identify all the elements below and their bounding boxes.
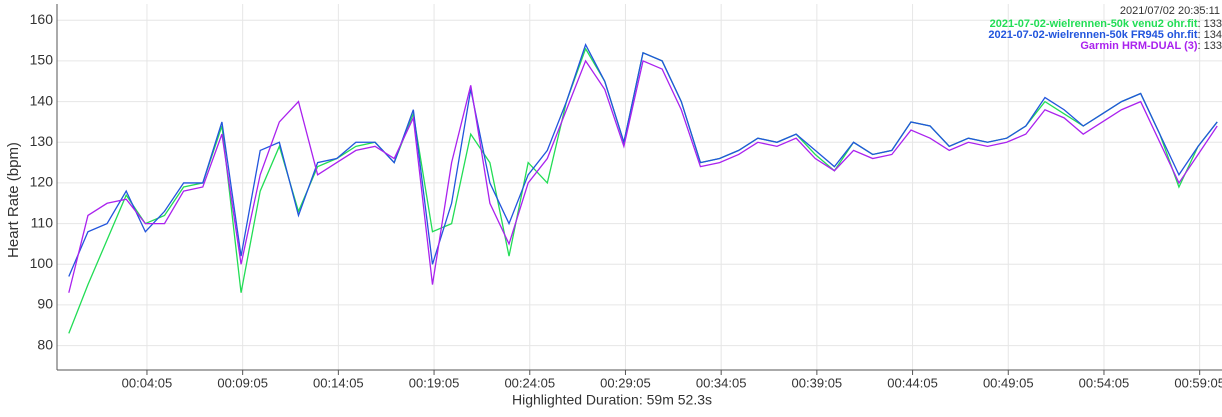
legend-entry: Garmin HRM-DUAL (3): 133 — [1080, 40, 1222, 52]
legend-sep: : — [1198, 18, 1204, 30]
x-axis-label: Highlighted Duration: 59m 52.3s — [512, 392, 712, 408]
y-tick-label: 80 — [37, 336, 53, 352]
x-tick-label: 00:54:05 — [1079, 375, 1130, 390]
x-tick-label: 00:44:05 — [887, 375, 938, 390]
legend-entry: 2021-07-02-wielrennen-50k FR945 ohr.fit:… — [988, 29, 1222, 41]
x-tick-label: 00:24:05 — [504, 375, 555, 390]
y-tick-label: 100 — [30, 255, 54, 271]
x-tick-label: 00:04:05 — [122, 375, 173, 390]
legend-name: 2021-07-02-wielrennen-50k venu2 ohr.fit — [990, 18, 1198, 30]
legend-value: 133 — [1204, 18, 1222, 30]
legend-name: Garmin HRM-DUAL (3) — [1080, 40, 1197, 52]
y-tick-label: 160 — [30, 11, 54, 27]
legend-sep: : — [1198, 29, 1204, 41]
series-line — [68, 47, 1218, 334]
legend-value: 133 — [1204, 40, 1222, 52]
y-tick-label: 90 — [37, 296, 53, 312]
x-tick-label: 00:49:05 — [983, 375, 1034, 390]
x-tick-label: 00:29:05 — [600, 375, 651, 390]
y-tick-label: 120 — [30, 174, 54, 190]
x-tick-label: 00:09:05 — [217, 375, 268, 390]
series-line — [68, 43, 1218, 277]
x-tick-label: 00:14:05 — [313, 375, 364, 390]
legend-name: 2021-07-02-wielrennen-50k FR945 ohr.fit — [988, 29, 1197, 41]
x-tick-label: 00:34:05 — [696, 375, 747, 390]
y-tick-label: 110 — [31, 214, 54, 230]
cursor-time: 2021/07/02 20:35:11 — [1120, 5, 1220, 17]
series-line — [68, 59, 1218, 293]
x-tick-label: 00:19:05 — [409, 375, 460, 390]
legend-value: 134 — [1204, 29, 1222, 41]
legend-entry: 2021-07-02-wielrennen-50k venu2 ohr.fit:… — [990, 18, 1222, 30]
y-tick-label: 150 — [30, 52, 54, 68]
x-tick-label: 00:39:05 — [792, 375, 843, 390]
legend-sep: : — [1198, 40, 1204, 52]
y-axis-label: Heart Rate (bpm) — [5, 142, 22, 258]
x-tick-label: 00:59:05 — [1174, 375, 1222, 390]
y-tick-label: 130 — [30, 133, 54, 149]
y-tick-label: 140 — [30, 92, 54, 108]
